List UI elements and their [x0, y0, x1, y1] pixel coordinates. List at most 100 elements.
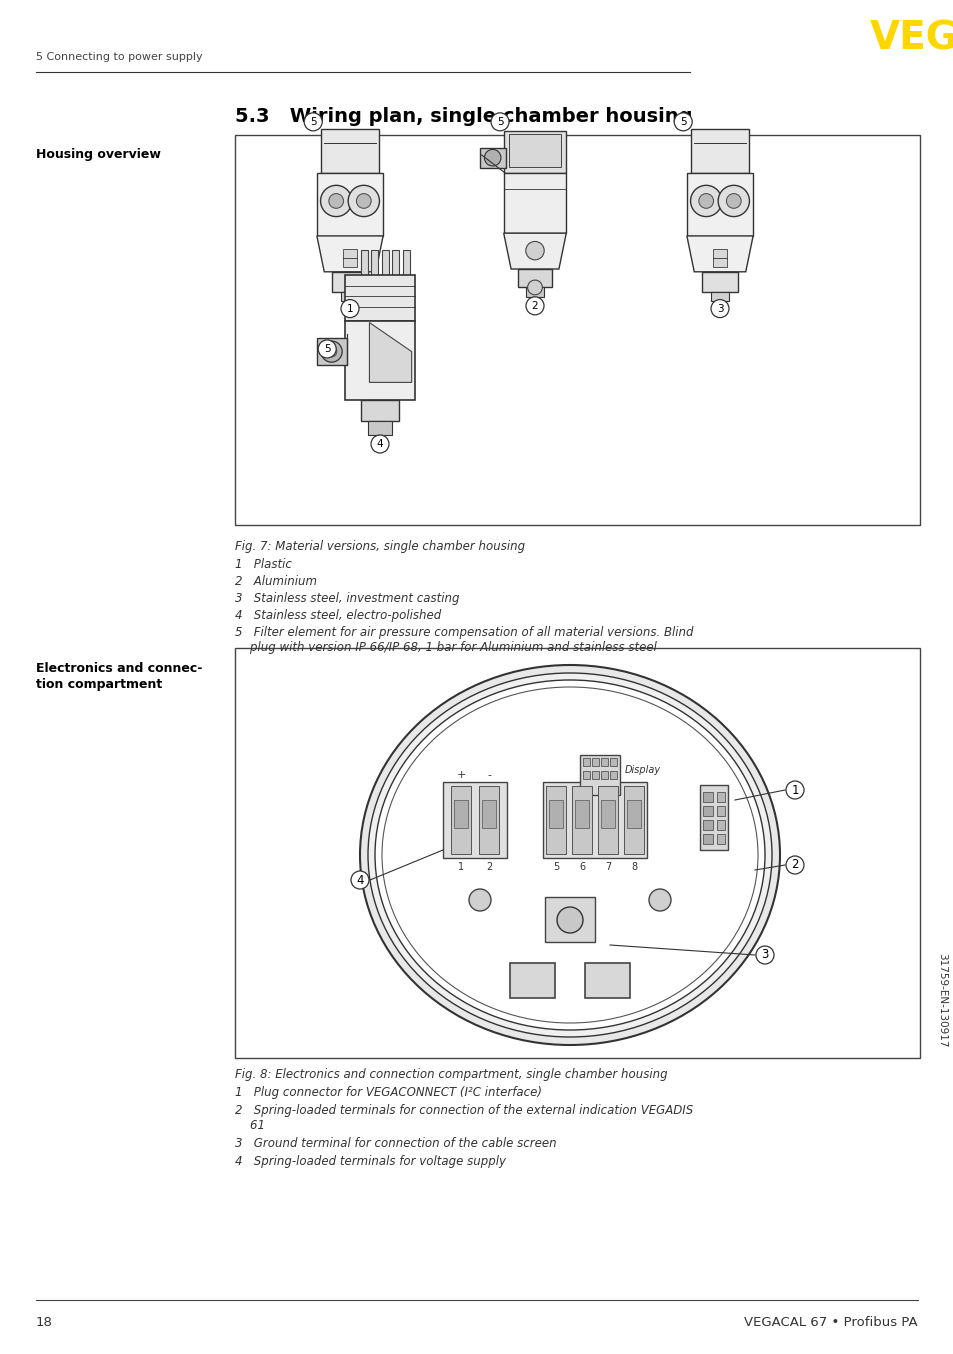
- Bar: [509, 134, 560, 167]
- Ellipse shape: [381, 686, 758, 1024]
- Bar: [340, 292, 359, 301]
- Bar: [582, 758, 589, 766]
- Text: 8: 8: [630, 862, 637, 872]
- Bar: [592, 758, 598, 766]
- Bar: [572, 787, 592, 854]
- Text: 5.3   Wiring plan, single chamber housing: 5.3 Wiring plan, single chamber housing: [234, 107, 692, 126]
- Text: 18: 18: [36, 1316, 52, 1330]
- Circle shape: [340, 299, 358, 318]
- Circle shape: [648, 890, 670, 911]
- Text: 5: 5: [679, 116, 686, 127]
- Circle shape: [785, 856, 803, 873]
- Bar: [717, 792, 724, 802]
- Bar: [344, 321, 415, 399]
- Bar: [702, 806, 712, 816]
- Bar: [392, 250, 399, 275]
- Text: Housing overview: Housing overview: [36, 148, 161, 161]
- Circle shape: [710, 299, 728, 318]
- Circle shape: [469, 890, 491, 911]
- Text: i²c: i²c: [707, 795, 720, 806]
- Circle shape: [329, 194, 343, 209]
- Bar: [360, 250, 367, 275]
- Circle shape: [674, 112, 692, 131]
- Bar: [600, 800, 615, 829]
- Bar: [702, 792, 712, 802]
- Text: 5   Filter element for air pressure compensation of all material versions. Blind: 5 Filter element for air pressure compen…: [234, 626, 693, 654]
- Bar: [609, 758, 617, 766]
- Bar: [381, 250, 389, 275]
- Text: 1: 1: [790, 784, 798, 796]
- Text: 1   Plastic: 1 Plastic: [234, 558, 292, 571]
- Text: 4   Stainless steel, electro-polished: 4 Stainless steel, electro-polished: [234, 609, 441, 621]
- Bar: [717, 834, 724, 844]
- Bar: [544, 896, 595, 942]
- Bar: [367, 421, 392, 435]
- Bar: [623, 787, 643, 854]
- Bar: [609, 770, 617, 779]
- Text: 3   Ground terminal for connection of the cable screen: 3 Ground terminal for connection of the …: [234, 1137, 556, 1150]
- Bar: [626, 800, 640, 829]
- Bar: [234, 649, 919, 1057]
- Text: 4: 4: [355, 873, 363, 887]
- Text: Fig. 8: Electronics and connection compartment, single chamber housing: Fig. 8: Electronics and connection compa…: [234, 1068, 667, 1080]
- Bar: [712, 249, 726, 267]
- Circle shape: [351, 871, 369, 890]
- Bar: [316, 173, 383, 236]
- Text: 5: 5: [497, 116, 503, 127]
- Text: 5: 5: [324, 344, 330, 353]
- Circle shape: [557, 907, 582, 933]
- Circle shape: [690, 185, 721, 217]
- Bar: [686, 173, 752, 236]
- Text: Electronics and connec-: Electronics and connec-: [36, 662, 202, 676]
- Circle shape: [785, 781, 803, 799]
- Text: 2   Aluminium: 2 Aluminium: [234, 575, 316, 588]
- Circle shape: [371, 435, 389, 454]
- Circle shape: [321, 341, 342, 362]
- Bar: [690, 129, 749, 173]
- Polygon shape: [369, 322, 412, 382]
- Bar: [451, 787, 471, 854]
- Text: VEGA: VEGA: [869, 20, 953, 58]
- Circle shape: [725, 194, 740, 209]
- Text: 31759-EN-130917: 31759-EN-130917: [936, 953, 946, 1047]
- Circle shape: [491, 112, 509, 131]
- Text: Fig. 7: Material versions, single chamber housing: Fig. 7: Material versions, single chambe…: [234, 540, 524, 552]
- Bar: [360, 399, 399, 421]
- Circle shape: [525, 241, 543, 260]
- Circle shape: [525, 297, 543, 315]
- Text: 2: 2: [485, 862, 492, 872]
- Circle shape: [527, 280, 542, 295]
- Bar: [479, 148, 505, 168]
- Text: 5: 5: [310, 116, 316, 127]
- Circle shape: [755, 946, 773, 964]
- Text: -: -: [486, 770, 491, 780]
- Text: 3: 3: [760, 949, 768, 961]
- Bar: [342, 249, 357, 267]
- Bar: [371, 250, 377, 275]
- Circle shape: [326, 347, 336, 357]
- Bar: [702, 821, 712, 830]
- Bar: [600, 770, 607, 779]
- Circle shape: [348, 185, 379, 217]
- Text: 1: 1: [457, 862, 463, 872]
- Ellipse shape: [375, 680, 764, 1030]
- Text: 2: 2: [531, 301, 537, 311]
- Polygon shape: [316, 236, 383, 272]
- Bar: [454, 800, 468, 829]
- Bar: [717, 806, 724, 816]
- Text: 1   Plug connector for VEGACONNECT (I²C interface): 1 Plug connector for VEGACONNECT (I²C in…: [234, 1086, 541, 1099]
- Text: VEGACAL 67 • Profibus PA: VEGACAL 67 • Profibus PA: [743, 1316, 917, 1330]
- Text: 5: 5: [553, 862, 558, 872]
- Bar: [234, 135, 919, 525]
- Bar: [525, 287, 543, 297]
- Circle shape: [318, 340, 335, 357]
- Ellipse shape: [368, 673, 771, 1037]
- Bar: [598, 787, 618, 854]
- Polygon shape: [686, 236, 752, 272]
- Bar: [717, 821, 724, 830]
- Bar: [548, 800, 562, 829]
- Circle shape: [356, 194, 371, 209]
- Bar: [316, 338, 346, 364]
- Bar: [517, 269, 551, 287]
- Bar: [442, 783, 506, 858]
